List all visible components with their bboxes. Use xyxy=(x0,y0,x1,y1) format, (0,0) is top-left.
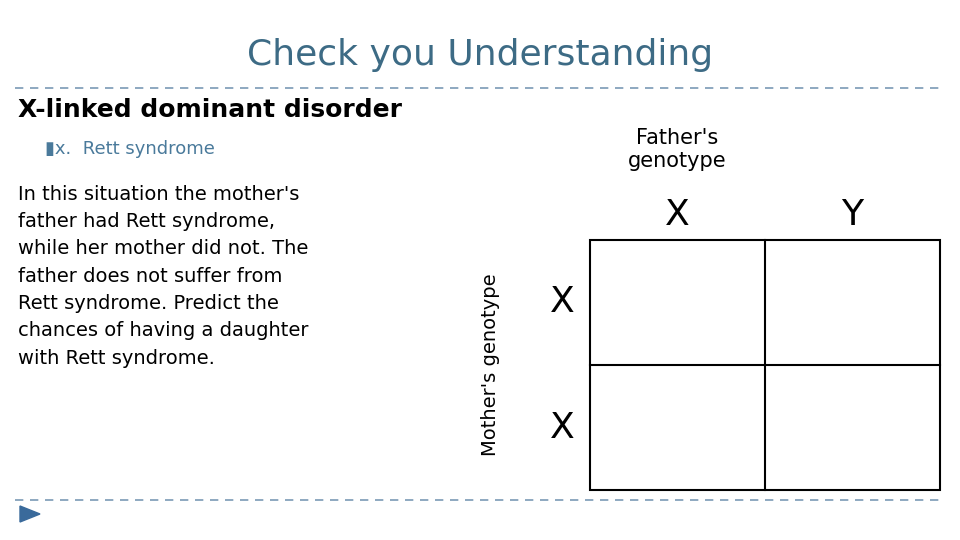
Text: Check you Understanding: Check you Understanding xyxy=(247,38,713,72)
Text: Father's
genotype: Father's genotype xyxy=(628,128,727,171)
Text: X: X xyxy=(550,410,574,444)
Text: Mother's genotype: Mother's genotype xyxy=(481,274,499,456)
Text: ▮x.  Rett syndrome: ▮x. Rett syndrome xyxy=(45,140,215,158)
Text: Y: Y xyxy=(841,198,864,232)
Bar xyxy=(590,240,940,490)
Text: X: X xyxy=(665,198,690,232)
Polygon shape xyxy=(20,506,40,522)
Text: X: X xyxy=(550,286,574,320)
Text: In this situation the mother's
father had Rett syndrome,
while her mother did no: In this situation the mother's father ha… xyxy=(18,185,308,368)
Text: X-linked dominant disorder: X-linked dominant disorder xyxy=(18,98,402,122)
